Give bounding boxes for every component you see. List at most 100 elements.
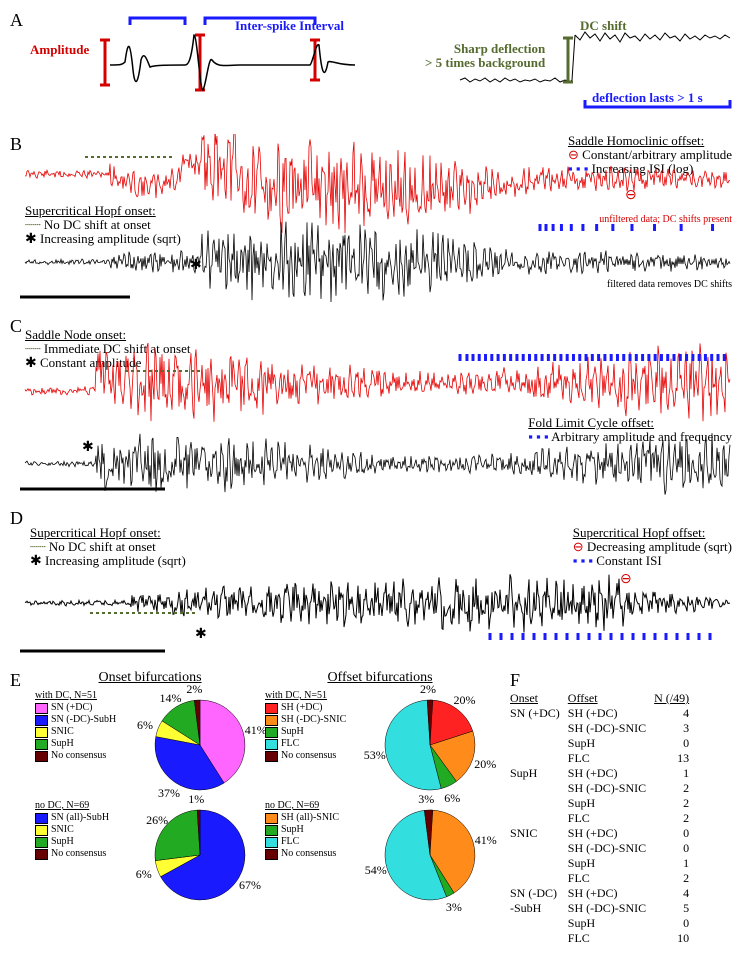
- legend-swatch: [35, 813, 48, 824]
- panel-a-svg: [10, 10, 742, 122]
- f-cell: SN (+DC): [510, 706, 568, 721]
- f-cell: 0: [654, 736, 697, 751]
- offset-dc-block: with DC, N=51 SH (+DC)SH (-DC)-SNICSupHF…: [265, 690, 495, 800]
- panel-a: A Amplitude Inter-spike Interval DC shif…: [10, 10, 742, 122]
- f-cell: 13: [654, 751, 697, 766]
- legend-swatch: [35, 825, 48, 836]
- legend-row: No consensus: [265, 750, 346, 762]
- f-cell: [510, 931, 568, 946]
- pie-pct: 26%: [146, 813, 168, 828]
- f-cell: [510, 736, 568, 751]
- f-cell: 0: [654, 916, 697, 931]
- legend-label: SN (all)-SubH: [51, 812, 109, 824]
- legend-row: FLC: [265, 836, 339, 848]
- f-cell: [510, 916, 568, 931]
- legend-swatch: [265, 727, 278, 738]
- pie-offset-dc: [380, 695, 480, 795]
- f-cell: [510, 751, 568, 766]
- f-header: Offset: [568, 691, 654, 706]
- f-cell: 4: [654, 706, 697, 721]
- table-row: -SubHSH (-DC)-SNIC5: [510, 901, 697, 916]
- f-cell: 2: [654, 781, 697, 796]
- svg-text:✱: ✱: [195, 627, 207, 642]
- offset-column: Offset bifurcations with DC, N=51 SH (+D…: [265, 670, 495, 910]
- pie-onset-dc: [150, 695, 250, 795]
- panel-d: D Supercritical Hopf onset: ┈┈ No DC shi…: [10, 508, 742, 658]
- legend-row: No consensus: [35, 848, 109, 860]
- onset-nodc-legend-title: no DC, N=69: [35, 800, 109, 812]
- f-cell: 4: [654, 886, 697, 901]
- table-row: SN (-DC)SH (+DC)4: [510, 886, 697, 901]
- table-row: SNICSH (+DC)0: [510, 826, 697, 841]
- svg-text:⊖: ⊖: [625, 188, 637, 203]
- legend-swatch: [265, 703, 278, 714]
- panel-d-svg: ✱ ⊖: [10, 508, 742, 658]
- f-cell: 1: [654, 856, 697, 871]
- f-cell: 3: [654, 721, 697, 736]
- onset-dc-legend: with DC, N=51 SN (+DC)SN (-DC)-SubHSNICS…: [35, 690, 116, 762]
- svg-text:✱: ✱: [82, 440, 94, 455]
- legend-row: SupH: [35, 836, 109, 848]
- offset-dc-legend: with DC, N=51 SH (+DC)SH (-DC)-SNICSupHF…: [265, 690, 346, 762]
- f-cell: [510, 856, 568, 871]
- pie-offset-nodc: [380, 805, 480, 905]
- legend-row: SH (+DC): [265, 702, 346, 714]
- offset-nodc-legend-title: no DC, N=69: [265, 800, 339, 812]
- table-row: SH (-DC)-SNIC2: [510, 781, 697, 796]
- panel-c: C Saddle Node onset: ┈┈ Immediate DC shi…: [10, 316, 742, 496]
- pie-pct: 41%: [245, 723, 267, 738]
- legend-row: SN (-DC)-SubH: [35, 714, 116, 726]
- legend-swatch: [265, 739, 278, 750]
- f-cell: [510, 841, 568, 856]
- table-row: SupH0: [510, 916, 697, 931]
- panel-f-label: F: [510, 670, 520, 691]
- legend-swatch: [35, 837, 48, 848]
- table-row: SupH2: [510, 796, 697, 811]
- f-table: OnsetOffsetN (/49)SN (+DC)SH (+DC)4SH (-…: [510, 691, 697, 946]
- offset-nodc-legend: no DC, N=69 SH (all)-SNICSupHFLCNo conse…: [265, 800, 339, 860]
- pie-pct: 2%: [186, 682, 202, 697]
- legend-label: SNIC: [51, 726, 74, 738]
- legend-label: SupH: [51, 738, 74, 750]
- legend-row: SH (all)-SNIC: [265, 812, 339, 824]
- pie-pct: 53%: [364, 748, 386, 763]
- pie-pct: 20%: [474, 757, 496, 772]
- legend-label: FLC: [281, 836, 299, 848]
- table-row: SN (+DC)SH (+DC)4: [510, 706, 697, 721]
- f-cell: [510, 781, 568, 796]
- table-row: SH (-DC)-SNIC3: [510, 721, 697, 736]
- f-cell: SNIC: [510, 826, 568, 841]
- f-cell: FLC: [568, 931, 654, 946]
- f-cell: FLC: [568, 751, 654, 766]
- table-row: SH (-DC)-SNIC0: [510, 841, 697, 856]
- pie-pct: 6%: [137, 718, 153, 733]
- pie-pct: 1%: [188, 792, 204, 807]
- pie-pct: 3%: [446, 900, 462, 915]
- panel-c-svg: ✱: [10, 316, 742, 496]
- legend-label: SupH: [51, 836, 74, 848]
- f-cell: 0: [654, 826, 697, 841]
- onset-nodc-legend: no DC, N=69 SN (all)-SubHSNICSupHNo cons…: [35, 800, 109, 860]
- legend-label: FLC: [281, 738, 299, 750]
- table-row: SupHSH (+DC)1: [510, 766, 697, 781]
- table-row: SupH0: [510, 736, 697, 751]
- f-cell: [510, 811, 568, 826]
- legend-row: SH (-DC)-SNIC: [265, 714, 346, 726]
- f-cell: SupH: [568, 796, 654, 811]
- legend-row: SNIC: [35, 824, 109, 836]
- legend-row: FLC: [265, 738, 346, 750]
- f-cell: 1: [654, 766, 697, 781]
- f-cell: [510, 796, 568, 811]
- offset-title: Offset bifurcations: [327, 670, 432, 686]
- legend-label: SupH: [281, 726, 304, 738]
- f-cell: 10: [654, 931, 697, 946]
- onset-nodc-block: no DC, N=69 SN (all)-SubHSNICSupHNo cons…: [35, 800, 265, 910]
- legend-swatch: [265, 837, 278, 848]
- svg-text:⊖: ⊖: [620, 572, 632, 587]
- f-cell: 2: [654, 871, 697, 886]
- f-cell: SN (-DC): [510, 886, 568, 901]
- legend-swatch: [265, 751, 278, 762]
- f-cell: 0: [654, 841, 697, 856]
- f-cell: FLC: [568, 811, 654, 826]
- f-cell: [510, 871, 568, 886]
